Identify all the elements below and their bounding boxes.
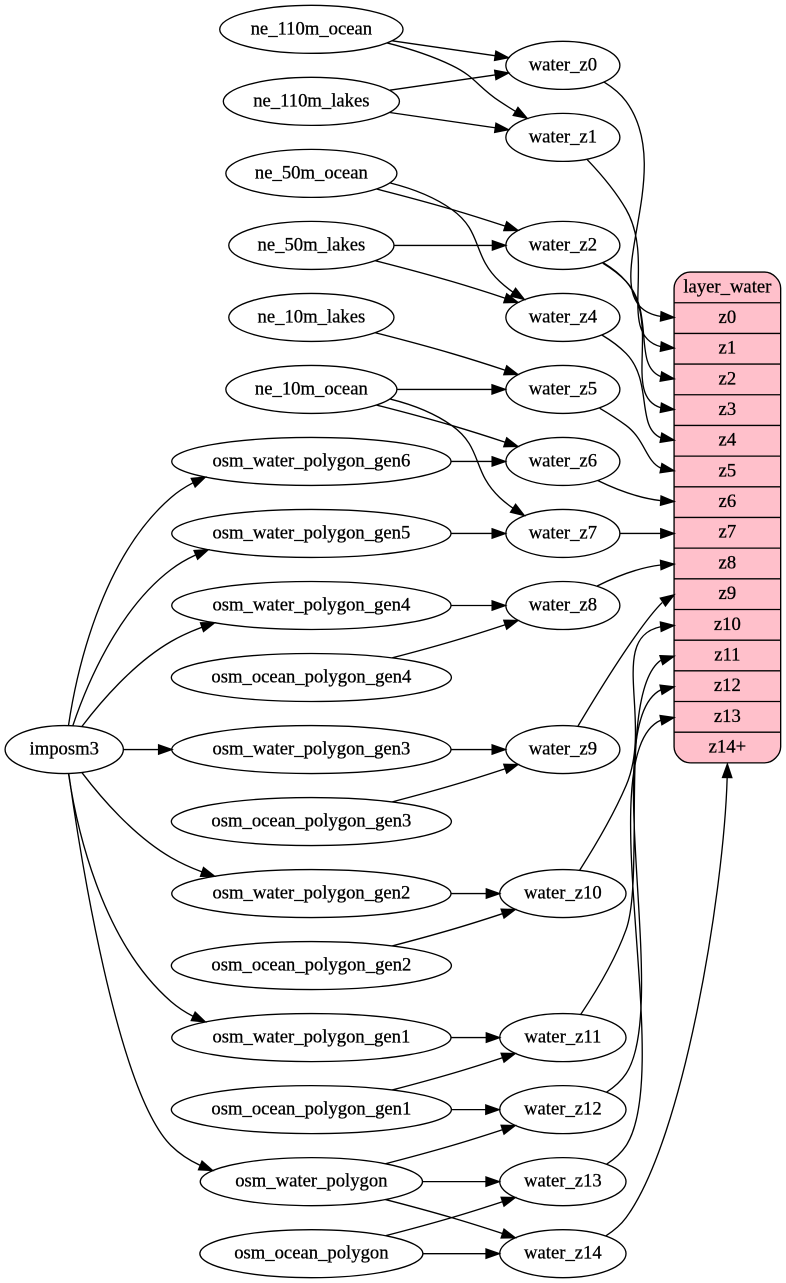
svg-text:ne_50m_lakes: ne_50m_lakes: [258, 234, 366, 255]
svg-text:osm_water_polygon: osm_water_polygon: [235, 1171, 388, 1192]
svg-text:water_z5: water_z5: [529, 378, 597, 399]
svg-text:osm_ocean_polygon_gen4: osm_ocean_polygon_gen4: [211, 666, 412, 687]
svg-text:ne_110m_ocean: ne_110m_ocean: [251, 18, 373, 39]
svg-text:water_z6: water_z6: [529, 450, 597, 471]
svg-text:z14+: z14+: [709, 736, 746, 757]
svg-text:z0: z0: [719, 307, 737, 328]
svg-text:z4: z4: [719, 430, 737, 451]
svg-text:ne_10m_lakes: ne_10m_lakes: [258, 306, 366, 327]
svg-text:water_z11: water_z11: [524, 1027, 601, 1048]
svg-text:z3: z3: [719, 399, 737, 420]
svg-text:imposm3: imposm3: [30, 738, 99, 759]
svg-text:water_z0: water_z0: [529, 54, 597, 75]
svg-text:ne_10m_ocean: ne_10m_ocean: [255, 378, 369, 399]
svg-text:ne_50m_ocean: ne_50m_ocean: [255, 162, 369, 183]
svg-text:ne_110m_lakes: ne_110m_lakes: [253, 90, 369, 111]
svg-text:osm_ocean_polygon: osm_ocean_polygon: [234, 1243, 389, 1264]
svg-text:water_z10: water_z10: [524, 882, 602, 903]
svg-text:water_z13: water_z13: [524, 1171, 602, 1192]
svg-text:z1: z1: [719, 338, 737, 359]
svg-text:water_z7: water_z7: [529, 522, 597, 543]
svg-text:osm_water_polygon_gen2: osm_water_polygon_gen2: [212, 882, 410, 903]
svg-text:osm_water_polygon_gen6: osm_water_polygon_gen6: [212, 450, 410, 471]
svg-text:water_z1: water_z1: [529, 126, 597, 147]
svg-text:water_z9: water_z9: [529, 738, 597, 759]
svg-text:z11: z11: [714, 644, 740, 665]
svg-text:osm_water_polygon_gen3: osm_water_polygon_gen3: [212, 738, 410, 759]
svg-text:water_z12: water_z12: [524, 1099, 602, 1120]
svg-text:water_z2: water_z2: [529, 234, 597, 255]
svg-text:z6: z6: [719, 491, 737, 512]
svg-text:osm_water_polygon_gen5: osm_water_polygon_gen5: [212, 522, 410, 543]
svg-text:osm_ocean_polygon_gen2: osm_ocean_polygon_gen2: [211, 955, 411, 976]
svg-text:osm_water_polygon_gen1: osm_water_polygon_gen1: [212, 1027, 410, 1048]
svg-text:z2: z2: [719, 368, 737, 389]
svg-text:z5: z5: [719, 460, 737, 481]
svg-text:z7: z7: [719, 522, 737, 543]
svg-text:z9: z9: [719, 583, 737, 604]
svg-text:z13: z13: [714, 706, 741, 727]
svg-text:water_z8: water_z8: [529, 594, 597, 615]
svg-text:z8: z8: [719, 552, 737, 573]
svg-text:osm_ocean_polygon_gen1: osm_ocean_polygon_gen1: [211, 1099, 411, 1120]
svg-text:layer_water: layer_water: [683, 276, 772, 297]
svg-text:water_z14: water_z14: [524, 1243, 602, 1264]
svg-text:osm_ocean_polygon_gen3: osm_ocean_polygon_gen3: [211, 810, 411, 831]
svg-text:z10: z10: [714, 614, 741, 635]
svg-text:osm_water_polygon_gen4: osm_water_polygon_gen4: [212, 594, 411, 615]
svg-text:z12: z12: [714, 675, 741, 696]
svg-text:water_z4: water_z4: [529, 306, 598, 327]
